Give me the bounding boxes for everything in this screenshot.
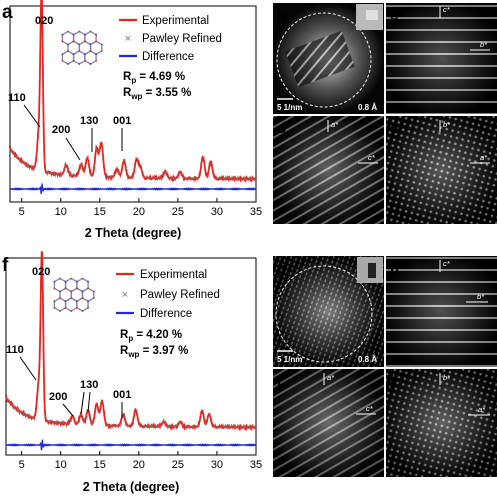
panel-letter-g: g — [277, 260, 286, 277]
peak-label-200-f: 200 — [49, 391, 67, 403]
legend-label-experimental: Experimental — [142, 15, 209, 27]
x-axis-label-f: 2 Theta (degree) — [83, 480, 180, 494]
image-panel-e: e b* a* — [386, 116, 497, 224]
peak-label-020: 020 — [35, 15, 53, 27]
arrow-130a-f — [80, 391, 85, 415]
x-ticks-f: 5 10 15 20 25 30 35 — [19, 451, 262, 471]
series-line-difference — [5, 439, 257, 451]
x-tick-label: 35 — [250, 459, 262, 471]
series-markers-pawley-refined — [8, 75, 258, 181]
panel-f: f 5 10 15 20 25 30 35 2 Theta (degree) Experim… — [2, 250, 262, 494]
panel-letter-h: h — [390, 260, 399, 277]
x-tick-label: 5 — [19, 206, 25, 218]
legend-label-pawley-f: Pawley Refined — [140, 289, 220, 301]
image-panel-h: h c* b* — [386, 256, 497, 367]
x-tick-label: 35 — [250, 206, 262, 218]
x-tick-label: 20 — [133, 459, 145, 471]
arrow-130b-f — [87, 391, 91, 413]
x-tick-label: 30 — [211, 459, 223, 471]
panel-letter-j: j — [389, 373, 394, 390]
direction-label-e-1: a* — [480, 153, 488, 162]
panel-letter-e: e — [390, 120, 398, 137]
image-panel-i: i a* c* — [273, 369, 384, 477]
peak-label-200: 200 — [52, 124, 70, 136]
series-line-difference — [9, 182, 257, 195]
legend-swatch-pawley: × — [125, 33, 131, 45]
x-tick-label: 25 — [172, 206, 184, 218]
direction-label-c-1: b* — [480, 40, 488, 49]
panel-letter-i: i — [277, 373, 281, 390]
arrow-110 — [23, 104, 41, 128]
direction-label-d-1: c* — [368, 153, 376, 162]
plot-frame-a — [9, 5, 257, 203]
panel-letter-b: b — [277, 7, 286, 24]
direction-label-j-1: a* — [478, 405, 486, 414]
resolution-label-b: 0.8 Å — [358, 103, 377, 112]
rwp-stat-f: Rwp = 3.97 % — [120, 345, 188, 359]
image-panel-g: g 5 1/nm 0.8 Å — [273, 256, 384, 367]
x-tick-label: 10 — [55, 459, 67, 471]
peak-label-001-f: 001 — [113, 389, 131, 401]
structure-icon-f — [53, 277, 95, 312]
peak-label-020-f: 020 — [32, 266, 50, 278]
x-tick-label: 25 — [172, 459, 184, 471]
peak-label-110-f: 110 — [6, 344, 24, 356]
peak-label-110: 110 — [8, 92, 26, 104]
image-panel-d: d a* c* — [273, 116, 384, 224]
direction-label-h-0: c* — [443, 259, 451, 268]
direction-label-i-1: c* — [366, 404, 374, 413]
arrow-110-f — [19, 356, 37, 381]
dashed-ring-b — [276, 12, 372, 108]
dashed-ring-g — [275, 265, 373, 363]
panel-letter-c: c — [390, 7, 398, 24]
plot-area-a — [8, 0, 258, 195]
direction-label-i-0: a* — [327, 373, 335, 382]
legend-swatch-pawley-f: × — [122, 289, 128, 301]
legend-label-difference-f: Difference — [140, 308, 192, 320]
direction-label-j-0: b* — [443, 373, 451, 382]
rp-stat-a: Rp = 4.69 % — [123, 71, 185, 85]
direction-label-e-0: b* — [443, 120, 451, 129]
inset-crystal-b — [366, 10, 378, 20]
legend-f: Experimental × Pawley Refined Difference — [116, 269, 220, 320]
scale-label-g: 5 1/nm — [277, 355, 302, 364]
direction-label-h-1: b* — [477, 292, 485, 301]
rp-stat-f: Rp = 4.20 % — [120, 329, 182, 343]
legend-label-pawley: Pawley Refined — [142, 33, 222, 45]
peak-label-130-f: 130 — [80, 379, 98, 391]
x-tick-label: 10 — [55, 206, 67, 218]
arrow-200 — [65, 137, 81, 161]
direction-label-d-0: a* — [331, 120, 339, 129]
direction-label-c-0: c* — [443, 5, 451, 14]
resolution-label-g: 0.8 Å — [358, 355, 377, 364]
x-tick-label: 30 — [211, 206, 223, 218]
peak-label-130: 130 — [80, 115, 98, 127]
x-tick-label: 20 — [133, 206, 145, 218]
structure-icon-a — [61, 30, 103, 65]
image-panel-j: j b* a* — [386, 369, 497, 477]
panel-a: a 5 10 15 20 25 30 35 2 Theta (degree) Experim… — [2, 0, 262, 240]
series-markers-pawley-refined — [4, 250, 258, 429]
image-panel-c: c c* b* — [386, 3, 497, 114]
plot-area-f — [4, 250, 258, 451]
peak-label-001: 001 — [113, 115, 131, 127]
panel-letter-d: d — [277, 120, 286, 137]
scale-label-b: 5 1/nm — [277, 103, 302, 112]
diffraction-spots-b — [285, 30, 355, 88]
legend-label-experimental-f: Experimental — [140, 269, 207, 281]
legend-a: Experimental × Pawley Refined Difference — [119, 15, 222, 63]
panel-letter-a: a — [2, 2, 13, 23]
x-tick-label: 15 — [94, 206, 106, 218]
rwp-stat-a: Rwp = 3.55 % — [123, 87, 191, 101]
image-panel-b: b 5 1/nm 0.8 Å — [273, 3, 384, 114]
x-tick-label: 5 — [19, 459, 25, 471]
inset-crystal-g — [368, 263, 376, 278]
plot-frame-f — [5, 257, 257, 456]
x-tick-label: 15 — [94, 459, 106, 471]
arrow-200-f — [62, 403, 74, 417]
legend-label-difference: Difference — [142, 51, 194, 63]
x-axis-label-a: 2 Theta (degree) — [85, 226, 182, 240]
x-ticks-a: 5 10 15 20 25 30 35 — [19, 198, 262, 218]
